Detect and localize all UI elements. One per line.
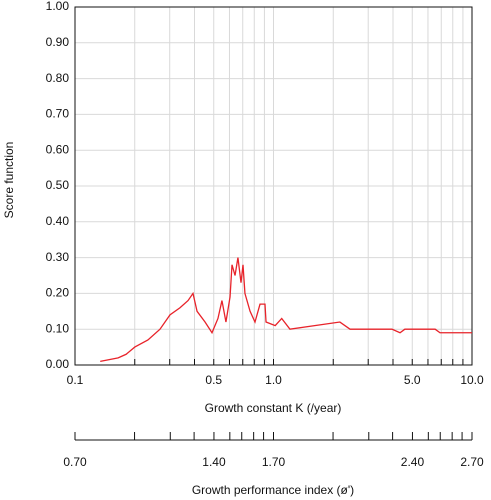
x-tick-label: 5.0 — [404, 373, 421, 387]
y-tick-label: 1.00 — [46, 0, 70, 13]
x-tick-label: 0.1 — [67, 373, 84, 387]
y-tick-label: 0.40 — [46, 214, 70, 228]
x-tick-label: 10.0 — [460, 373, 484, 387]
y-tick-label: 0.00 — [46, 357, 70, 371]
x2-tick-label: 2.70 — [460, 455, 484, 469]
y-tick-label: 0.20 — [46, 286, 70, 300]
plot-frame — [74, 6, 473, 366]
x2-tick-label: 1.40 — [202, 455, 226, 469]
y-axis-title: Score function — [2, 142, 16, 219]
x-tick-label: 1.0 — [265, 373, 282, 387]
x-tick-label: 0.5 — [205, 373, 222, 387]
y-tick-label: 0.30 — [46, 250, 70, 264]
y-tick-label: 0.50 — [46, 178, 70, 192]
x2-tick-label: 2.40 — [401, 455, 425, 469]
x-axis-title: Growth constant K (/year) — [205, 401, 342, 415]
y-tick-label: 0.80 — [46, 71, 70, 85]
x2-tick-label: 0.70 — [63, 455, 87, 469]
y-tick-label: 0.10 — [46, 321, 70, 335]
y-tick-label: 0.60 — [46, 142, 70, 156]
x2-axis-title: Growth performance index (ø') — [192, 483, 354, 497]
y-tick-label: 0.70 — [46, 107, 70, 121]
y-tick-label: 0.90 — [46, 35, 70, 49]
x2-tick-label: 1.70 — [262, 455, 286, 469]
data-line — [100, 257, 472, 363]
